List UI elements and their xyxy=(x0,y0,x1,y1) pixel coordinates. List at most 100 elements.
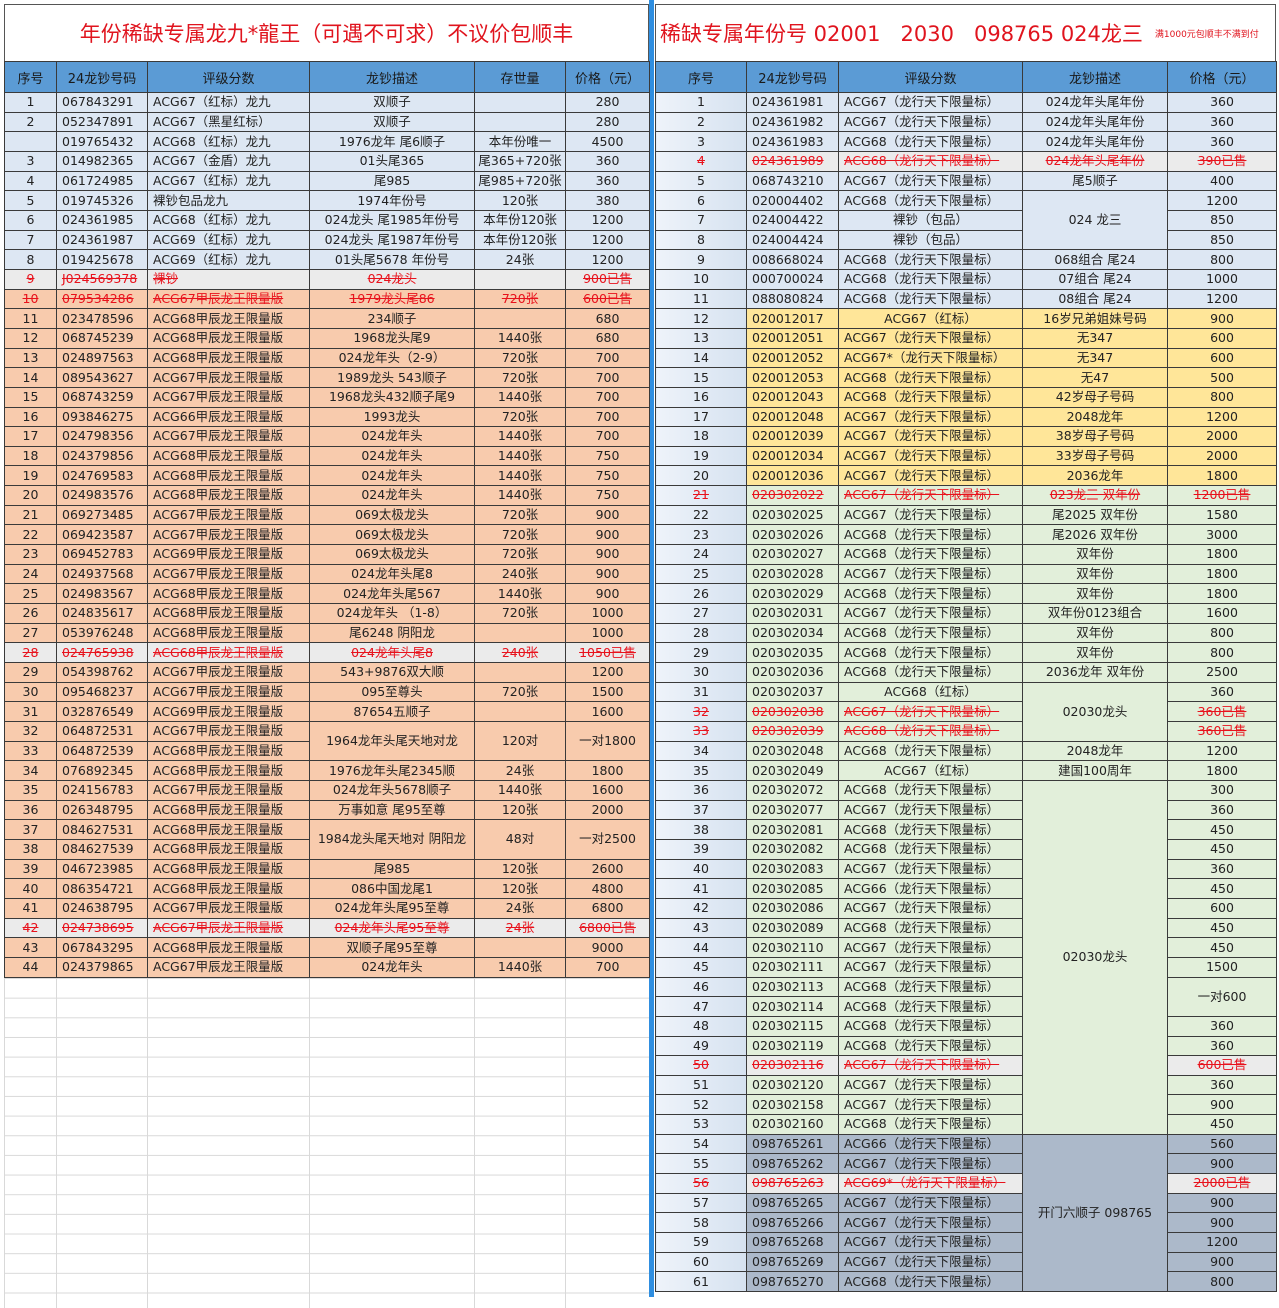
row-number-cell[interactable]: 26 xyxy=(4,603,57,624)
grade-score-cell[interactable]: ACG67甲辰龙王限量版 xyxy=(147,524,310,546)
price-cell[interactable]: 850 xyxy=(1167,229,1277,251)
table-row[interactable]: 38 020302081 ACG68（龙行天下限量标） 450 xyxy=(655,819,1277,840)
table-row[interactable]: 35 024156783 ACG67甲辰龙王限量版 024龙年头5678顺子 1440张… xyxy=(4,779,650,801)
note-serial-cell[interactable]: 020302113 xyxy=(746,976,839,998)
price-cell[interactable]: 600已售 xyxy=(1167,1055,1277,1076)
table-row[interactable]: 10 000700024 ACG68（龙行天下限量标） 07组合 尾24 1000 xyxy=(655,268,1277,290)
grade-score-cell[interactable]: ACG68（龙行天下限量标） xyxy=(838,996,1023,1017)
price-cell[interactable]: 1200已售 xyxy=(1167,485,1277,506)
surviving-quantity-cell[interactable]: 1440张 xyxy=(474,485,566,506)
price-cell[interactable]: 360 xyxy=(1167,799,1277,821)
grade-score-cell[interactable]: ACG67（龙行天下限量标） xyxy=(838,1094,1023,1116)
table-row[interactable]: 11 023478596 ACG68甲辰龙王限量版 234顺子 680 xyxy=(4,308,650,329)
note-serial-cell[interactable]: 020302115 xyxy=(746,1015,839,1037)
row-number-cell[interactable]: 32 xyxy=(4,721,57,742)
table-row[interactable]: 44 024379865 ACG67甲辰龙王限量版 024龙年头 1440张 700 xyxy=(4,956,650,978)
note-serial-cell[interactable]: 024638795 xyxy=(56,897,148,919)
table-row[interactable]: 31 032876549 ACG69甲辰龙王限量版 87654五顺子 1600 xyxy=(4,701,650,722)
row-number-cell[interactable]: 1 xyxy=(4,92,57,113)
note-serial-cell[interactable]: 020302082 xyxy=(746,838,839,860)
table-row[interactable]: 41 024638795 ACG67甲辰龙王限量版 024龙年头尾95至尊 24张 680… xyxy=(4,897,650,919)
row-number-cell[interactable]: 9 xyxy=(655,249,747,270)
note-serial-cell[interactable]: 020302031 xyxy=(746,603,839,624)
note-description-cell[interactable]: 1993龙头 xyxy=(309,406,475,428)
price-cell[interactable]: 1000 xyxy=(565,622,650,644)
table-row[interactable]: 42 020302086 ACG67（龙行天下限量标） 600 xyxy=(655,897,1277,919)
grade-score-cell[interactable]: ACG68（龙行天下限量标） xyxy=(838,779,1023,801)
note-serial-cell[interactable]: 089543627 xyxy=(56,367,148,388)
note-description-cell[interactable]: 双年份 xyxy=(1022,642,1168,664)
surviving-quantity-cell[interactable]: 720张 xyxy=(474,681,566,703)
row-number-cell[interactable]: 5 xyxy=(4,190,57,211)
note-serial-cell[interactable]: 020302038 xyxy=(746,701,839,722)
note-serial-cell[interactable]: 024379865 xyxy=(56,956,148,978)
note-serial-cell[interactable]: 020302022 xyxy=(746,485,839,506)
note-serial-cell[interactable]: 020302120 xyxy=(746,1074,839,1096)
note-description-cell[interactable]: 38岁母子号码 xyxy=(1022,426,1168,447)
table-row[interactable]: 40 020302083 ACG67（龙行天下限量标） 360 xyxy=(655,858,1277,880)
price-cell[interactable]: 4800 xyxy=(565,878,650,899)
price-cell[interactable]: 1000 xyxy=(1167,268,1277,290)
grade-score-cell[interactable]: ACG68甲辰龙王限量版 xyxy=(147,740,310,762)
row-number-cell[interactable]: 22 xyxy=(655,504,747,526)
grade-score-cell[interactable]: ACG68甲辰龙王限量版 xyxy=(147,838,310,860)
surviving-quantity-cell[interactable]: 720张 xyxy=(474,288,566,310)
table-row[interactable]: 25 020302028 ACG67（龙行天下限量标） 双年份 1800 xyxy=(655,563,1277,585)
note-serial-cell[interactable]: 020302036 xyxy=(746,662,839,683)
price-cell[interactable]: 3000 xyxy=(1167,524,1277,546)
grade-score-cell[interactable]: ACG67（红标） xyxy=(838,308,1023,329)
table-row[interactable]: 2 024361982 ACG67（龙行天下限量标） 024龙年头尾年份 360 xyxy=(655,111,1277,133)
row-number-cell[interactable]: 34 xyxy=(655,740,747,762)
note-serial-cell[interactable]: 020302077 xyxy=(746,799,839,821)
note-description-cell[interactable]: 095至尊头 xyxy=(309,681,475,703)
grade-score-cell[interactable]: ACG67（龙行天下限量标） xyxy=(838,92,1023,113)
table-row[interactable]: 23 020302026 ACG68（龙行天下限量标） 尾2026 双年份 3000 xyxy=(655,524,1277,546)
grade-score-cell[interactable]: ACG67甲辰龙王限量版 xyxy=(147,917,310,939)
table-row[interactable]: 9 008668024 ACG68（龙行天下限量标） 068组合 尾24 800 xyxy=(655,249,1277,270)
row-number-cell[interactable]: 41 xyxy=(655,878,747,899)
grade-score-cell[interactable]: ACG68（龙行天下限量标） xyxy=(838,819,1023,840)
note-description-cell[interactable]: 尾6248 阴阳龙 xyxy=(309,622,475,644)
price-cell[interactable]: 900 xyxy=(1167,1094,1277,1116)
surviving-quantity-cell[interactable] xyxy=(474,268,566,290)
price-cell[interactable]: 600 xyxy=(1167,897,1277,919)
note-description-cell[interactable]: 2048龙年 xyxy=(1022,740,1168,762)
table-row[interactable]: 5 068743210 ACG67（龙行天下限量标） 尾5顺子 400 xyxy=(655,170,1277,192)
note-serial-cell[interactable]: 024937568 xyxy=(56,563,148,585)
grade-score-cell[interactable]: ACG66（龙行天下限量标） xyxy=(838,878,1023,899)
note-description-cell[interactable]: 2036龙年 双年份 xyxy=(1022,662,1168,683)
note-description-cell[interactable]: 024 龙三 xyxy=(1022,190,1168,251)
note-serial-cell[interactable]: 020302110 xyxy=(746,937,839,958)
price-cell[interactable]: 680 xyxy=(565,327,650,349)
grade-score-cell[interactable]: ACG67（龙行天下限量标） xyxy=(838,1232,1023,1253)
table-row[interactable]: 22 020302025 ACG67（龙行天下限量标） 尾2025 双年份 1580 xyxy=(655,504,1277,526)
row-number-cell[interactable]: 38 xyxy=(4,838,57,860)
price-cell[interactable]: 1000 xyxy=(565,603,650,624)
note-description-cell[interactable]: 1984龙头尾天地对 阴阳龙 xyxy=(309,819,475,860)
table-row[interactable]: 24 020302027 ACG68（龙行天下限量标） 双年份 1800 xyxy=(655,544,1277,565)
note-serial-cell[interactable]: 020302086 xyxy=(746,897,839,919)
row-number-cell[interactable]: 34 xyxy=(4,760,57,781)
price-cell[interactable]: 360 xyxy=(1167,858,1277,880)
grade-score-cell[interactable]: ACG67甲辰龙王限量版 xyxy=(147,681,310,703)
surviving-quantity-cell[interactable]: 120张 xyxy=(474,858,566,880)
table-row[interactable]: 32 020302038 ACG67（龙行天下限量标） 360已售 xyxy=(655,701,1277,722)
table-row[interactable]: 9 J024569378 裸钞 024龙头 900已售 xyxy=(4,268,650,290)
price-cell[interactable]: 360 xyxy=(1167,131,1277,152)
surviving-quantity-cell[interactable]: 120张 xyxy=(474,878,566,899)
row-number-cell[interactable]: 11 xyxy=(655,288,747,310)
grade-score-cell[interactable]: ACG68（龙行天下限量标） xyxy=(838,583,1023,605)
note-serial-cell[interactable]: 020302160 xyxy=(746,1114,839,1135)
note-description-cell[interactable]: 024龙头 尾1987年份号 xyxy=(309,229,475,251)
table-row[interactable]: 57 098765265 ACG67（龙行天下限量标） 900 xyxy=(655,1192,1277,1214)
note-serial-cell[interactable]: 000700024 xyxy=(746,268,839,290)
row-number-cell[interactable]: 3 xyxy=(655,131,747,152)
table-row[interactable]: 20 024983576 ACG68甲辰龙王限量版 024龙年头 1440张 750 xyxy=(4,485,650,506)
table-row[interactable]: 55 098765262 ACG67（龙行天下限量标） 900 xyxy=(655,1153,1277,1175)
row-number-cell[interactable]: 12 xyxy=(655,308,747,329)
note-serial-cell[interactable]: 054398762 xyxy=(56,662,148,683)
price-cell[interactable]: 850 xyxy=(1167,209,1277,231)
grade-score-cell[interactable]: ACG67（龙行天下限量标） xyxy=(838,956,1023,978)
grade-score-cell[interactable]: 裸钞（包品） xyxy=(838,209,1023,231)
note-description-cell[interactable]: 33岁母子号码 xyxy=(1022,445,1168,467)
